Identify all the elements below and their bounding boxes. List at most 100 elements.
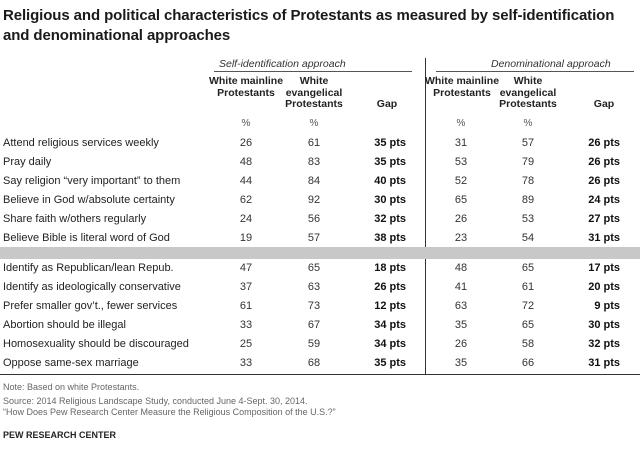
cell-self-evangelical: 84 (307, 175, 321, 187)
cell-self-mainline: 26 (239, 137, 253, 149)
cell-self-gap: 38 pts (374, 232, 406, 244)
row-label: Say religion “very important” to them (3, 175, 181, 187)
cell-denom-evangelical: 72 (521, 300, 535, 312)
table-row: Oppose same-sex marriage 33 68 35 pts 35… (0, 354, 640, 373)
cell-denom-mainline: 65 (454, 194, 468, 206)
pct-label: % (241, 118, 251, 129)
table-row: Say religion “very important” to them 44… (0, 172, 640, 191)
cell-self-gap: 34 pts (374, 338, 406, 350)
table-row: Identify as Republican/lean Repub. 47 65… (0, 259, 640, 278)
cell-denom-gap: 31 pts (588, 232, 620, 244)
col-header-denom-mainline: White mainline Protestants (424, 75, 500, 99)
cell-denom-evangelical: 66 (521, 357, 535, 369)
cell-self-gap: 35 pts (374, 357, 406, 369)
cell-denom-gap: 26 pts (588, 175, 620, 187)
cell-self-evangelical: 59 (307, 338, 321, 350)
cell-denom-gap: 20 pts (588, 281, 620, 293)
cell-denom-evangelical: 58 (521, 338, 535, 350)
cell-denom-mainline: 23 (454, 232, 468, 244)
group-header-self-identification: Self-identification approach (219, 58, 346, 70)
cell-denom-mainline: 52 (454, 175, 468, 187)
group-header-denominational: Denominational approach (491, 58, 611, 70)
table-row: Pray daily 48 83 35 pts 53 79 26 pts (0, 153, 640, 172)
row-label: Identify as Republican/lean Repub. (3, 262, 174, 274)
cell-denom-evangelical: 65 (521, 319, 535, 331)
cell-self-gap: 40 pts (374, 175, 406, 187)
table-row: Attend religious services weekly 26 61 3… (0, 134, 640, 153)
cell-denom-mainline: 63 (454, 300, 468, 312)
table-row: Believe Bible is literal word of God 19 … (0, 229, 640, 248)
table-row: Homosexuality should be discouraged 25 5… (0, 335, 640, 354)
col-header-self-gap: Gap (376, 98, 398, 110)
cell-denom-mainline: 26 (454, 213, 468, 225)
cell-self-gap: 34 pts (374, 319, 406, 331)
source-text: Source: 2014 Religious Landscape Study, … (3, 396, 308, 406)
group-divider (425, 58, 426, 374)
cell-self-gap: 18 pts (374, 262, 406, 274)
report-title-text: “How Does Pew Research Center Measure th… (3, 407, 336, 417)
col-header-denom-gap: Gap (593, 98, 615, 110)
row-label: Homosexuality should be discouraged (3, 338, 189, 350)
cell-self-mainline: 61 (239, 300, 253, 312)
cell-self-gap: 12 pts (374, 300, 406, 312)
cell-self-gap: 30 pts (374, 194, 406, 206)
cell-denom-gap: 24 pts (588, 194, 620, 206)
section-separator (0, 247, 640, 259)
table-row: Believe in God w/absolute certainty 62 9… (0, 191, 640, 210)
pct-label: % (456, 118, 466, 129)
cell-denom-gap: 30 pts (588, 319, 620, 331)
cell-self-evangelical: 61 (307, 137, 321, 149)
cell-self-mainline: 24 (239, 213, 253, 225)
row-label: Believe in God w/absolute certainty (3, 194, 175, 206)
cell-denom-mainline: 35 (454, 357, 468, 369)
row-label: Identify as ideologically conservative (3, 281, 181, 293)
table-row: Prefer smaller gov’t., fewer services 61… (0, 297, 640, 316)
row-label: Abortion should be illegal (3, 319, 126, 331)
cell-self-evangelical: 63 (307, 281, 321, 293)
cell-self-evangelical: 73 (307, 300, 321, 312)
cell-self-evangelical: 92 (307, 194, 321, 206)
table-bottom-rule (0, 374, 640, 375)
cell-denom-evangelical: 61 (521, 281, 535, 293)
cell-denom-gap: 17 pts (588, 262, 620, 274)
group-underline-denom (436, 71, 634, 72)
cell-self-evangelical: 68 (307, 357, 321, 369)
cell-denom-mainline: 31 (454, 137, 468, 149)
cell-denom-gap: 32 pts (588, 338, 620, 350)
cell-denom-gap: 26 pts (588, 156, 620, 168)
cell-self-evangelical: 65 (307, 262, 321, 274)
table-row: Identify as ideologically conservative 3… (0, 278, 640, 297)
cell-self-gap: 26 pts (374, 281, 406, 293)
cell-self-mainline: 37 (239, 281, 253, 293)
table-row: Abortion should be illegal 33 67 34 pts … (0, 316, 640, 335)
cell-self-mainline: 47 (239, 262, 253, 274)
cell-self-mainline: 44 (239, 175, 253, 187)
cell-denom-evangelical: 65 (521, 262, 535, 274)
cell-self-gap: 35 pts (374, 137, 406, 149)
cell-self-mainline: 25 (239, 338, 253, 350)
cell-self-gap: 35 pts (374, 156, 406, 168)
row-label: Pray daily (3, 156, 52, 168)
cell-denom-mainline: 35 (454, 319, 468, 331)
cell-self-mainline: 62 (239, 194, 253, 206)
note-text: Note: Based on white Protestants. (3, 382, 140, 392)
row-label: Attend religious services weekly (3, 137, 159, 149)
cell-denom-gap: 9 pts (594, 300, 620, 312)
cell-denom-gap: 26 pts (588, 137, 620, 149)
cell-denom-mainline: 26 (454, 338, 468, 350)
pct-label: % (309, 118, 319, 129)
cell-denom-mainline: 41 (454, 281, 468, 293)
cell-self-mainline: 33 (239, 319, 253, 331)
row-label: Share faith w/others regularly (3, 213, 147, 225)
cell-denom-evangelical: 57 (521, 137, 535, 149)
page-title: Religious and political characteristics … (3, 7, 615, 44)
cell-denom-gap: 27 pts (588, 213, 620, 225)
col-header-denom-evangelical: White evangelical Protestants (499, 75, 557, 110)
pct-label: % (523, 118, 533, 129)
cell-self-mainline: 19 (239, 232, 253, 244)
cell-self-evangelical: 67 (307, 319, 321, 331)
cell-self-evangelical: 56 (307, 213, 321, 225)
row-label: Oppose same-sex marriage (3, 357, 139, 369)
col-header-self-mainline: White mainline Protestants (208, 75, 284, 99)
cell-self-evangelical: 83 (307, 156, 321, 168)
